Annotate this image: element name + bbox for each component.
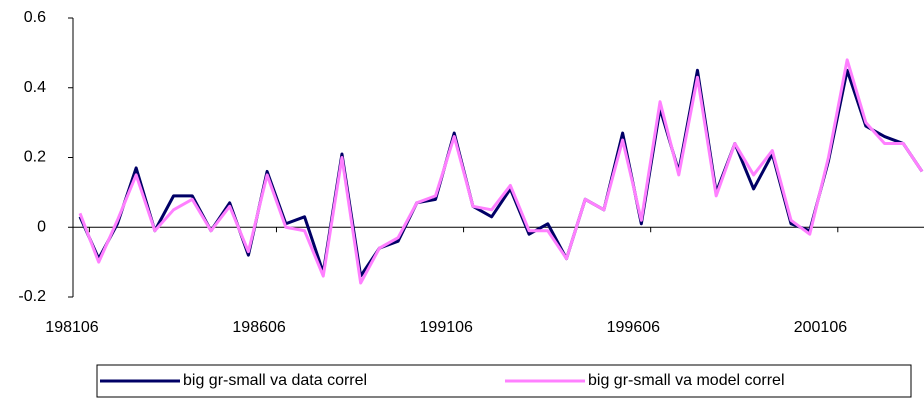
x-tick-label: 199606	[607, 319, 660, 336]
x-tick-label: 200106	[794, 319, 847, 336]
series-line	[78, 68, 924, 278]
legend-box	[96, 364, 912, 398]
y-tick-label: 0	[37, 218, 46, 235]
y-tick-label: 0.2	[24, 149, 46, 166]
x-tick-label: 198106	[45, 319, 98, 336]
x-tick-label: 198606	[232, 319, 285, 336]
y-tick-label: -0.2	[18, 288, 46, 305]
y-tick-label: 0.6	[24, 9, 46, 26]
x-tick-label: 199106	[420, 319, 473, 336]
y-tick-label: 0.4	[24, 79, 46, 96]
legend-label: big gr-small va model correl	[588, 372, 785, 389]
legend-label: big gr-small va data correl	[183, 372, 367, 389]
series-line	[78, 58, 924, 285]
